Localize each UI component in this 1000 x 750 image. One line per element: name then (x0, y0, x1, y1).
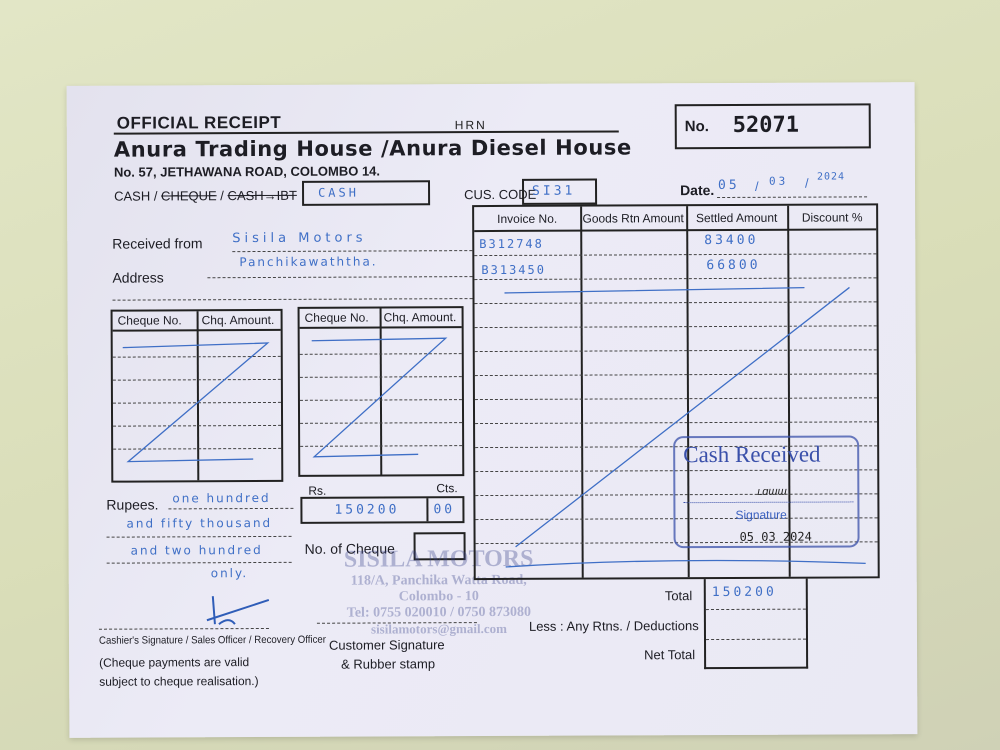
chq-amount-header: Chq. Amount. (201, 312, 275, 328)
cheque-no-header: Cheque No. (117, 313, 182, 328)
line (207, 276, 473, 279)
total-label: Total (664, 588, 693, 604)
rupees-words-4: only. (210, 566, 249, 581)
cash-received-stamp: Cash Received ʟɑɯɯ Signature 05 03 2024 (673, 435, 860, 549)
mode-cash: CASH / (114, 188, 158, 204)
hand-note: HRN (454, 118, 487, 133)
amount-box: 150200 00 (300, 496, 465, 524)
cheque-table-2: Cheque No. Chq. Amount. (297, 306, 465, 477)
receipt: OFFICIAL RECEIPT HRN Anura Trading House… (66, 82, 918, 738)
rs-label: Rs. (308, 483, 327, 498)
rupees-words-3: and two hundred (130, 543, 263, 558)
receipt-number-box: No. 52071 (674, 103, 871, 150)
cancel-z-mark (122, 342, 270, 463)
rupees-words-2: and fifty thousand (126, 515, 273, 531)
company-address: No. 57, JETHAWANA ROAD, COLOMBO 14. (113, 163, 381, 180)
payment-mode: CASH / CHEQUE / CASH→IBT (114, 188, 297, 204)
address-label: Address (112, 269, 164, 286)
mode-sep: / (220, 188, 224, 204)
mode-cheque: CHEQUE (160, 188, 217, 204)
company-name: Anura Trading House /Anura Diesel House (113, 135, 632, 162)
rubber-stamp-label: & Rubber stamp (341, 656, 436, 672)
cashier-signature (206, 596, 270, 625)
address-value: Panchikawaththa. (239, 254, 378, 270)
rupees-words-1: one hundred (172, 490, 271, 506)
receipt-title: OFFICIAL RECEIPT (116, 112, 282, 133)
cts-label: Cts. (436, 481, 458, 496)
totals-box: 150200 (703, 578, 809, 670)
cancel-line-mark (504, 286, 866, 568)
date-sep: / (804, 175, 809, 191)
pay-mode-value: CASH (318, 185, 359, 200)
date-sep: / (754, 178, 759, 194)
no-label: No. (684, 118, 709, 136)
date-month: 03 (768, 174, 789, 188)
cheque-no-header: Cheque No. (304, 310, 369, 325)
rs-value: 150200 (334, 502, 400, 518)
cashier-signature-label: Cashier's Signature / Sales Officer / Re… (98, 633, 327, 647)
pay-mode-box: CASH (301, 180, 431, 206)
less-label: Less : Any Rtns. / Deductions (528, 618, 699, 634)
date-line (717, 196, 868, 199)
cheque-table-1: Cheque No. Chq. Amount. (110, 308, 284, 483)
date-day: 05 (717, 177, 740, 194)
mode-ibt: CASH→IBT (227, 187, 297, 204)
received-from-label: Received from (112, 235, 203, 252)
cus-code-value: SI31 (532, 183, 576, 199)
receipt-number: 52071 (732, 112, 800, 138)
line (112, 298, 473, 301)
cts-value: 00 (433, 502, 456, 518)
stamp-title: Cash Received (683, 441, 821, 468)
total-value: 150200 (711, 584, 777, 601)
date-label: Date. (680, 182, 715, 199)
cus-code-box: SI31 (521, 178, 598, 205)
cancel-z-mark (311, 337, 448, 458)
received-from-value: Sisila Motors (232, 230, 367, 247)
chq-amount-header: Chq. Amount. (383, 310, 457, 325)
date-year: 2024 (816, 171, 846, 183)
stamp-city: Colombo - 10 (398, 589, 479, 605)
cheque-note: (Cheque payments are valid subject to ch… (99, 655, 259, 689)
stamp-signature: ʟɑɯɯ (757, 485, 787, 498)
invoice-table: Invoice No. Goods Rtn Amount Settled Amo… (472, 203, 880, 581)
stamp-date: 05 03 2024 (739, 529, 812, 544)
net-total-label: Net Total (644, 647, 696, 663)
customer-signature-label: Customer Signature (328, 637, 445, 653)
line (232, 250, 473, 253)
stamp-signature-label: Signature (735, 507, 787, 522)
rupees-label: Rupees. (106, 496, 159, 513)
